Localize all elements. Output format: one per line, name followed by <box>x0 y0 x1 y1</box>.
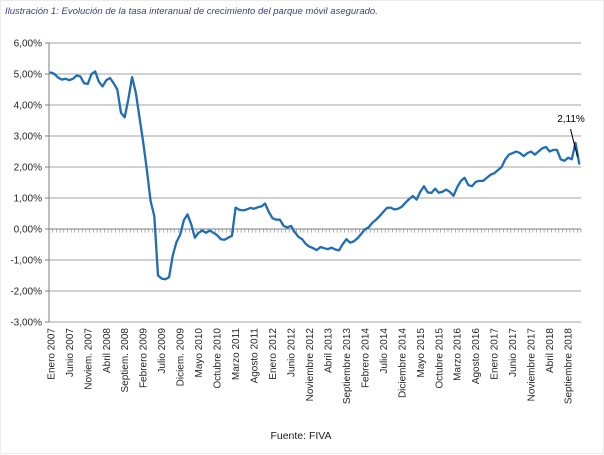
y-axis-label: 0,00% <box>14 225 42 236</box>
x-axis-label: Abril 2008 <box>102 328 113 373</box>
x-axis-label: Enero 2007 <box>46 328 57 380</box>
x-axis-label: Abril 2018 <box>545 328 556 373</box>
source-caption: Fuente: FIVA <box>270 430 332 442</box>
y-axis-label: 2,00% <box>14 163 42 174</box>
data-series-line <box>49 70 581 281</box>
x-axis-label: Enero 2017 <box>490 328 501 380</box>
x-axis-label: Noviembre 2012 <box>305 328 316 402</box>
y-axis-label: 4,00% <box>14 101 42 112</box>
y-axis-label: -2,00% <box>10 287 42 298</box>
x-axis-minor-ticks <box>48 229 582 233</box>
y-axis-label: 6,00% <box>14 39 42 50</box>
x-axis-label: Febrero 2009 <box>139 328 150 388</box>
x-axis-label: Noviem. 2007 <box>83 328 94 390</box>
x-axis-label: Agosto 2016 <box>471 328 482 385</box>
y-axis-label: -1,00% <box>10 256 42 267</box>
x-axis-label: Diciembre 2014 <box>397 328 408 398</box>
y-axis-label: -3,00% <box>10 318 42 329</box>
x-axis-label: Septiem. 2008 <box>120 328 131 393</box>
gridlines <box>49 42 581 323</box>
x-axis-label: Abril 2013 <box>323 328 334 373</box>
x-axis-label: Septiembre 2018 <box>564 328 575 405</box>
x-axis-label: Mayo 2015 <box>416 328 427 378</box>
x-axis-labels: Enero 2007 Junio 2007 Noviem. 2007 Abril 20… <box>46 328 574 405</box>
x-axis-label: Junio 2007 <box>65 328 76 377</box>
x-axis-label: Octubre 2015 <box>434 328 445 389</box>
x-axis-label: Diciem. 2009 <box>176 328 187 387</box>
x-axis-label: Julio 2009 <box>157 328 168 374</box>
x-axis-label: Marzo 2016 <box>453 328 464 381</box>
x-axis-label: Junio 2017 <box>508 328 519 377</box>
x-axis-label: Marzo 2011 <box>231 328 242 381</box>
x-axis-label: Mayo 2010 <box>194 328 205 378</box>
y-axis-ticks <box>45 42 49 323</box>
y-axis-labels: 6,00% 5,00% 4,00% 3,00% 2,00% 1,00% 0,00% -1,00… <box>10 39 42 329</box>
chart-title: Ilustración 1: Evolución de la tasa inte… <box>5 6 378 17</box>
x-axis-label: Junio 2012 <box>287 328 298 377</box>
x-axis-label: Octubre 2010 <box>213 328 224 389</box>
last-point-data-label: 2,11% <box>557 114 585 125</box>
x-axis-label: Noviembre 2017 <box>527 328 538 402</box>
y-axis-label: 3,00% <box>14 132 42 143</box>
data-label-leader-line <box>570 128 578 158</box>
x-axis-label: Agosto 2011 <box>250 328 261 384</box>
x-axis-label: Febrero 2014 <box>360 328 371 388</box>
x-axis-label: Julio 2014 <box>379 328 390 374</box>
y-axis-label: 5,00% <box>14 70 42 81</box>
x-axis-label: Enero 2012 <box>268 328 279 380</box>
y-axis-label: 1,00% <box>14 194 42 205</box>
x-axis-label: Septiembre 2013 <box>342 328 353 405</box>
